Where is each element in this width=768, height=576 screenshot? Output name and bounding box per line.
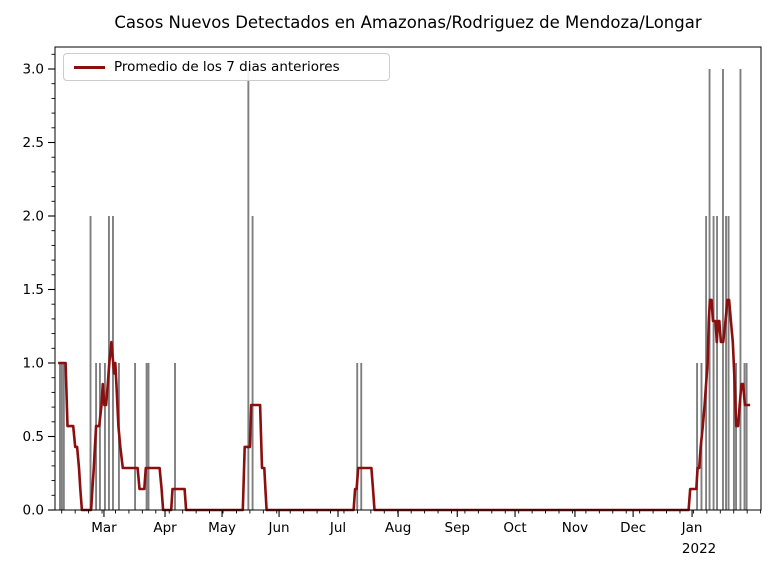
y-tick-label: 3.0	[23, 62, 44, 78]
y-tick-label: 2.0	[23, 209, 44, 225]
bar-daily-cases	[247, 69, 250, 510]
bar-daily-cases	[62, 363, 65, 510]
bar-daily-cases	[716, 216, 718, 510]
x-tick-label: Sep	[445, 520, 470, 536]
bar-daily-cases	[735, 363, 737, 510]
page-title: Casos Nuevos Detectados en Amazonas/Rodr…	[114, 13, 702, 32]
bar-daily-cases	[739, 69, 742, 510]
bar-daily-cases	[705, 216, 708, 510]
y-tick-label: 0.5	[23, 429, 44, 445]
bar-daily-cases	[59, 363, 61, 510]
x-tick-label: Aug	[385, 520, 411, 536]
bar-daily-cases	[360, 363, 363, 510]
bar-daily-cases	[725, 216, 728, 510]
x-axis-year-label: 2022	[682, 541, 716, 557]
x-tick-label: Nov	[562, 520, 588, 536]
x-tick-label: Jul	[329, 520, 346, 536]
bar-daily-cases	[251, 216, 254, 510]
bar-daily-cases	[712, 216, 715, 510]
legend-label: Promedio de los 7 dias anteriores	[114, 59, 340, 75]
bar-daily-cases	[60, 363, 63, 510]
bar-daily-cases	[696, 363, 699, 510]
y-tick-label: 2.5	[23, 135, 44, 151]
bar-daily-cases	[727, 216, 730, 510]
legend: Promedio de los 7 dias anteriores	[63, 53, 390, 81]
y-tick-label: 1.0	[23, 356, 44, 372]
x-tick-label: May	[208, 520, 236, 536]
bar-daily-cases	[98, 363, 101, 510]
bar-daily-cases	[147, 363, 150, 510]
x-tick-label: Mar	[91, 520, 117, 536]
bar-daily-cases	[145, 363, 148, 510]
x-tick-label: Jun	[268, 520, 290, 536]
x-tick-label: Oct	[503, 520, 526, 536]
bar-daily-cases	[356, 363, 359, 510]
plot-border	[54, 46, 762, 511]
bar-daily-cases	[708, 69, 711, 510]
y-tick-label: 1.5	[23, 282, 44, 298]
y-tick-label: 0.0	[23, 503, 44, 519]
bar-daily-cases	[743, 363, 746, 510]
x-tick-label: Jan	[681, 520, 703, 536]
bar-daily-cases	[732, 363, 735, 510]
x-tick-label: Apr	[153, 520, 177, 536]
bar-daily-cases	[134, 363, 137, 510]
bar-daily-cases	[103, 363, 106, 510]
x-tick-label: Dec	[620, 520, 646, 536]
bar-daily-cases	[89, 216, 92, 510]
bar-daily-cases	[722, 69, 724, 510]
legend-line-sample	[74, 65, 105, 69]
avg-7day-line	[58, 298, 751, 512]
bar-daily-cases	[745, 363, 748, 510]
bar-daily-cases	[174, 363, 176, 510]
